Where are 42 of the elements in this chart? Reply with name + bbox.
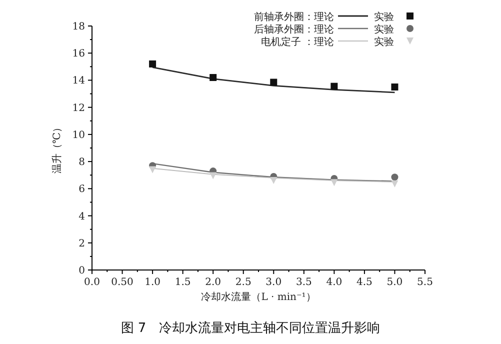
x-tick-label: 0.50 bbox=[111, 277, 134, 288]
y-tick-label: 16 bbox=[72, 48, 85, 60]
point bbox=[149, 166, 156, 174]
x-tick-label: 3.5 bbox=[296, 277, 312, 288]
x-tick-label: 4.0 bbox=[326, 277, 342, 288]
legend-label: 后轴承外圈：理论 bbox=[254, 24, 334, 36]
x-tick-label: 2.0 bbox=[205, 277, 222, 288]
point bbox=[210, 172, 217, 180]
point bbox=[270, 78, 278, 86]
point bbox=[391, 84, 398, 90]
y-tick-label: 12 bbox=[72, 102, 85, 114]
point bbox=[270, 177, 278, 184]
legend-label: 实验 bbox=[374, 24, 394, 36]
x-tick-label: 4.5 bbox=[356, 277, 372, 288]
x-tick-label: 1.0 bbox=[144, 277, 160, 288]
legend-label: 实验 bbox=[374, 11, 394, 23]
y-tick-label: 14 bbox=[72, 76, 85, 87]
text: 图 7 冷却水流量对电主轴不同位置温升影响 bbox=[120, 320, 380, 336]
y-axis-title: 温升（℃） bbox=[51, 122, 63, 174]
legend-label: 电机定子 ：理论 bbox=[260, 36, 334, 48]
x-axis-title: 冷却水流量（L · min⁻¹） bbox=[201, 291, 316, 303]
y-tick-label: 6 bbox=[78, 184, 85, 196]
x-tick-label: 5.5 bbox=[417, 277, 433, 288]
y-tick-label: 0 bbox=[78, 266, 85, 276]
y-tick-label: 2 bbox=[78, 238, 85, 250]
x-tick-label: 0.0 bbox=[84, 277, 100, 288]
y-tick-label: 10 bbox=[72, 130, 85, 141]
point bbox=[210, 74, 217, 82]
y-tick-label: 4 bbox=[78, 211, 85, 222]
x-tick-label: 1.5 bbox=[174, 277, 191, 288]
point bbox=[391, 180, 398, 188]
point bbox=[391, 174, 398, 181]
x-tick-label: 5.0 bbox=[386, 277, 403, 288]
point bbox=[149, 60, 156, 68]
y-tick-label: 18 bbox=[72, 22, 85, 32]
legend-label: 实验 bbox=[374, 36, 394, 48]
point bbox=[330, 82, 338, 90]
legend-label: 前轴承外圈：理论 bbox=[254, 11, 334, 23]
x-tick-label: 3.0 bbox=[266, 277, 282, 288]
y-tick-label: 8 bbox=[78, 157, 85, 168]
x-tick-label: 2.5 bbox=[235, 277, 252, 288]
point bbox=[330, 179, 338, 186]
